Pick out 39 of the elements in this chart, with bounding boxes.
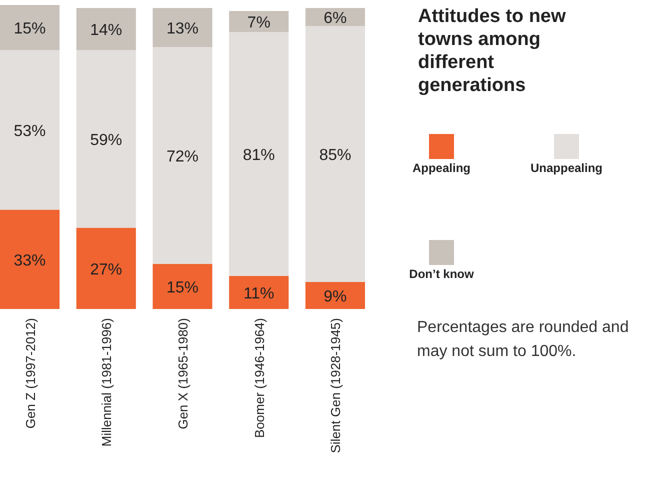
data-label: 14% [90, 22, 122, 40]
legend-label: Appealing [412, 161, 471, 175]
data-label: 27% [90, 261, 122, 278]
data-label: 9% [324, 288, 347, 306]
text: Percentages are rounded and may not sum to 100%. [417, 319, 629, 360]
text: Attitudes to new towns among different generations [418, 6, 566, 96]
bar [229, 276, 289, 309]
bar [305, 282, 365, 309]
data-label: 6% [324, 10, 347, 28]
data-label: 85% [319, 146, 352, 164]
x-tick-label: Silent Gen (1928-1945) [328, 318, 344, 454]
x-tick-label: Gen X (1965-1980) [176, 318, 190, 430]
bar [229, 11, 289, 32]
bar [152, 47, 212, 264]
legend-label: Unappealing [530, 161, 603, 175]
bar [229, 32, 289, 276]
x-tick-label: Millennial (1981-1996) [99, 318, 114, 447]
data-label: 33% [14, 252, 46, 270]
x-tick-label: Boomer (1946-1964) [252, 318, 267, 438]
data-label: 59% [90, 132, 122, 149]
data-label: 15% [166, 279, 199, 296]
bar [0, 210, 60, 309]
data-label: 11% [243, 285, 274, 302]
bar [76, 228, 136, 309]
data-label: 53% [14, 122, 46, 140]
bar [152, 8, 212, 48]
bar [76, 50, 136, 228]
data-label: 15% [14, 20, 46, 38]
bar [152, 264, 212, 309]
data-label: 7% [247, 14, 270, 32]
data-label: 81% [242, 146, 275, 164]
bar [0, 50, 60, 210]
bar [305, 26, 365, 282]
bar [0, 5, 60, 50]
bar [76, 8, 136, 50]
legend-label: Don’t know [409, 267, 474, 281]
x-tick-label: Gen Z (1997-2012) [22, 318, 38, 429]
data-label: 13% [166, 20, 199, 38]
data-label: 72% [166, 148, 199, 166]
